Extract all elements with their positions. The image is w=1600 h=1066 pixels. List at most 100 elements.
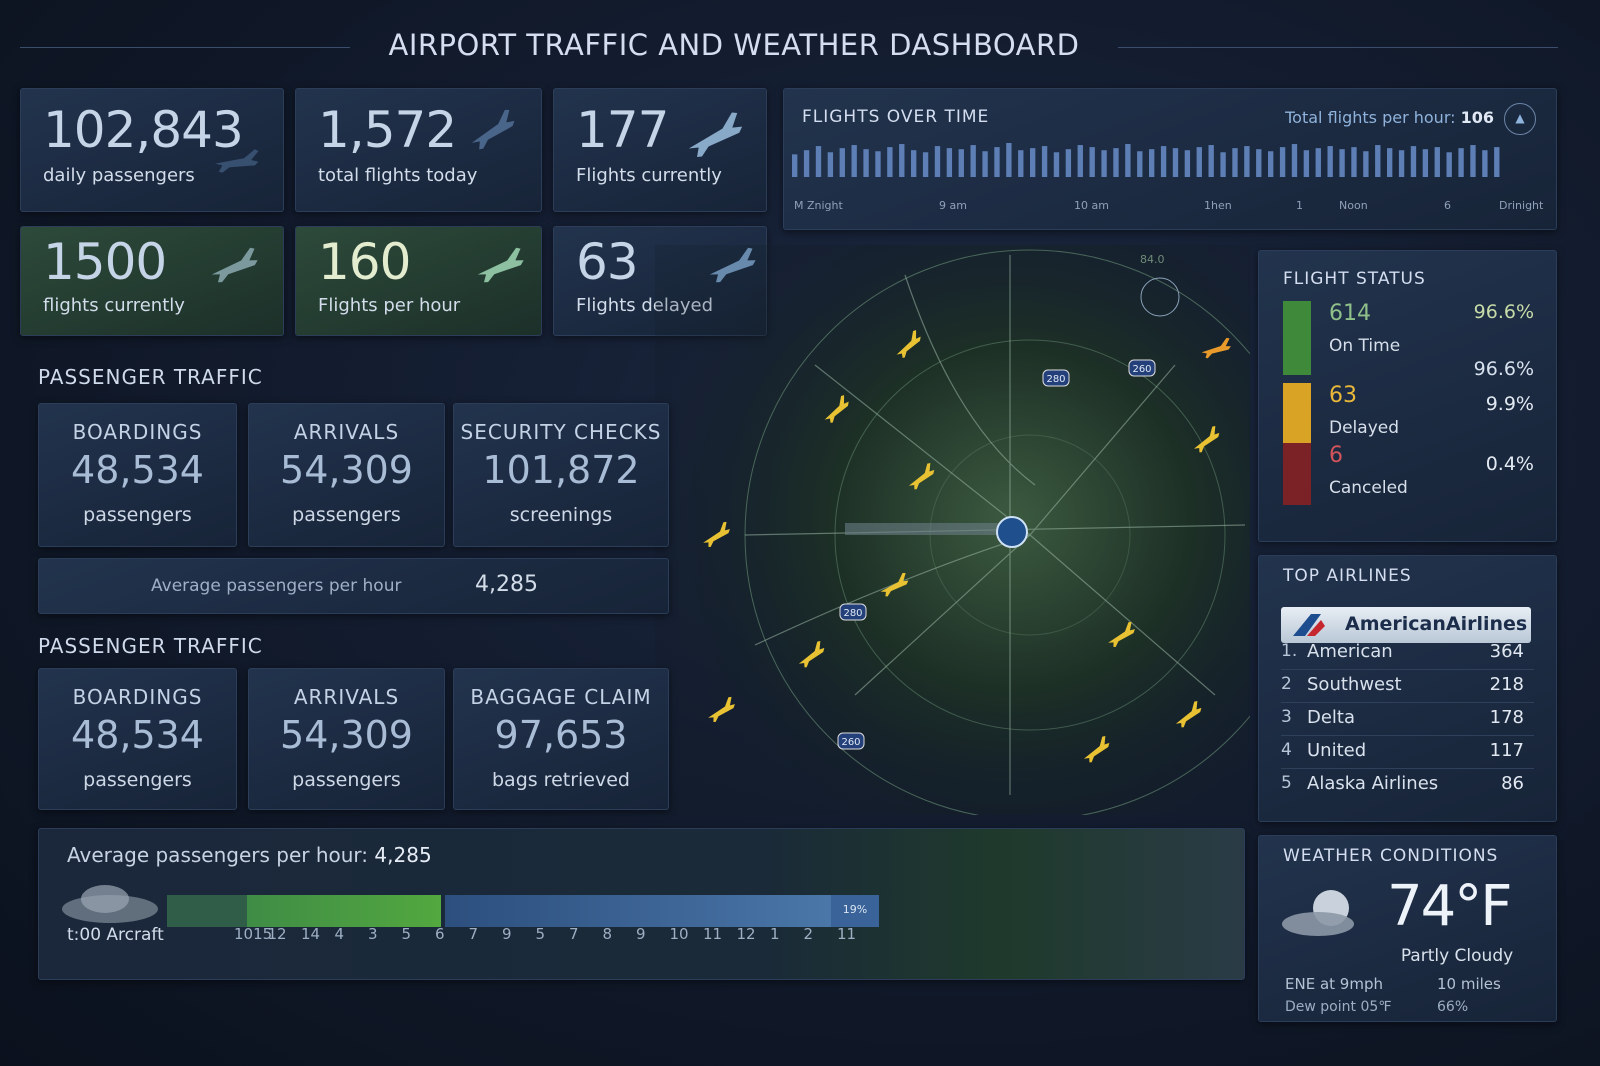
highway-shield: [839, 603, 867, 621]
card-value: 101,872: [482, 448, 640, 492]
axis-tick-label: 5: [401, 925, 412, 943]
axis-tick-label: 6: [435, 925, 445, 943]
status-color-bar: [1283, 443, 1311, 505]
axis-tick-label: 7: [468, 925, 479, 943]
visibility: 10 miles: [1437, 975, 1501, 993]
bar: [1387, 148, 1393, 177]
axis-tick-label: 11: [703, 925, 723, 943]
bar: [792, 154, 798, 177]
bar: [1315, 148, 1321, 177]
bar: [1113, 148, 1119, 177]
bar: [1351, 147, 1357, 177]
bar: [1494, 147, 1500, 177]
airline-logo: AmericanAirlines: [1281, 607, 1531, 643]
dew-point: Dew point 05℉: [1285, 999, 1392, 1015]
total-value: 106: [1460, 108, 1494, 127]
status-color-bar: [1283, 383, 1311, 445]
collapse-button[interactable]: ▲: [1504, 103, 1536, 135]
row-divider: [1281, 669, 1534, 670]
airline-rank: 1.: [1281, 641, 1298, 661]
axis-tick-label: 2: [803, 925, 814, 943]
airport-marker: [996, 516, 1028, 548]
bar: [1434, 147, 1440, 177]
temperature: 74°F: [1387, 874, 1512, 939]
bar: [1327, 146, 1333, 177]
bar: [1196, 147, 1202, 177]
kpi-card: 160 Flights per hour: [295, 226, 542, 336]
status-count: 614: [1329, 301, 1371, 326]
axis-label: 10 am: [1074, 199, 1109, 212]
shield-label: 260: [841, 737, 860, 748]
average-value: 4,285: [475, 572, 538, 597]
axis-tick-label: 7: [569, 925, 579, 943]
airline-name: Southwest: [1307, 674, 1402, 695]
card-title: ARRIVALS: [293, 685, 400, 709]
bar: [1268, 151, 1274, 177]
section-title: PASSENGER TRAFFIC: [38, 634, 263, 658]
card-value: 54,309: [280, 713, 413, 757]
bar-segment: [445, 895, 831, 927]
airline-name: Alaska Airlines: [1307, 773, 1439, 794]
kpi-card: 1,572 total flights today: [295, 88, 542, 212]
title: AIRPORT TRAFFIC AND WEATHER DASHBOARD: [388, 28, 1080, 62]
card-title: BAGGAGE CLAIM: [470, 685, 652, 709]
bar: [1256, 149, 1262, 177]
bar: [803, 150, 810, 177]
bar: [1482, 150, 1488, 177]
axis-label: 9 am: [939, 199, 967, 212]
bar: [1065, 149, 1072, 177]
airline-rank: 4: [1281, 740, 1292, 760]
bar: [1291, 144, 1298, 177]
traffic-card: ARRIVALS 54,309 passengers: [248, 668, 445, 810]
traffic-card: SECURITY CHECKS 101,872 screenings: [453, 403, 669, 547]
axis-label: 1: [1296, 199, 1303, 212]
bar: [1137, 151, 1143, 177]
average-row: Average passengers per hour 4,285: [38, 558, 669, 614]
axis-tick-label: 11: [837, 925, 857, 943]
card-unit: screenings: [509, 504, 613, 526]
traffic-card: BAGGAGE CLAIM 97,653 bags retrieved: [453, 668, 669, 810]
axis-tick-label: 4: [334, 925, 345, 943]
bar: [1410, 146, 1417, 177]
header-line: [20, 47, 350, 48]
header-line: [1118, 47, 1558, 48]
kpi-value: 63: [576, 233, 639, 291]
bar: [839, 148, 845, 177]
card-title: BOARDINGS: [72, 685, 203, 709]
bar: [1125, 144, 1131, 177]
bar-segment: [831, 895, 879, 927]
cloud-icon: [62, 885, 158, 923]
kpi-card: 102,843 daily passengers: [20, 88, 284, 212]
bar: [958, 149, 964, 177]
status-label: On Time: [1329, 336, 1401, 356]
bar: [887, 147, 893, 177]
highway-shield: [1128, 359, 1156, 377]
bottom-panel: Average passengers per hour: 4,285 19% t…: [38, 828, 1245, 980]
bar: [1184, 150, 1191, 177]
bar-segment: [167, 895, 247, 927]
bar: [970, 145, 976, 177]
bottom-axis: 1015 12 14 4 3 5 6 7 9 5 7 8 9 10 11 12 1 2 11: [234, 925, 884, 949]
airline-count: 86: [1501, 773, 1524, 794]
total-label: Total flights per hour:: [1285, 108, 1456, 127]
traffic-card: ARRIVALS 54,309 passengers: [248, 403, 445, 547]
axis-label: 6: [1444, 199, 1451, 212]
airline-count: 117: [1489, 740, 1524, 761]
bar: [1006, 143, 1012, 177]
shield-label: 260: [1132, 364, 1151, 375]
kpi-card: 177 Flights currently: [553, 88, 767, 212]
bar: [1220, 152, 1226, 177]
axis-tick-label: 12: [736, 925, 756, 943]
bar: [911, 150, 917, 177]
status-percent: 96.6%: [1473, 301, 1534, 323]
axis-label: Noon: [1339, 199, 1368, 212]
bar: [1208, 145, 1214, 177]
axis-tick-label: 3: [368, 925, 378, 943]
status-percent: 96.6%: [1473, 358, 1534, 380]
axis-tick-label: 1: [770, 925, 780, 943]
weather-icon: [1282, 890, 1354, 936]
status-percent: 0.4%: [1485, 453, 1534, 475]
bar: [1244, 146, 1250, 177]
bar: [1101, 150, 1107, 177]
card-title: ARRIVALS: [293, 420, 400, 444]
